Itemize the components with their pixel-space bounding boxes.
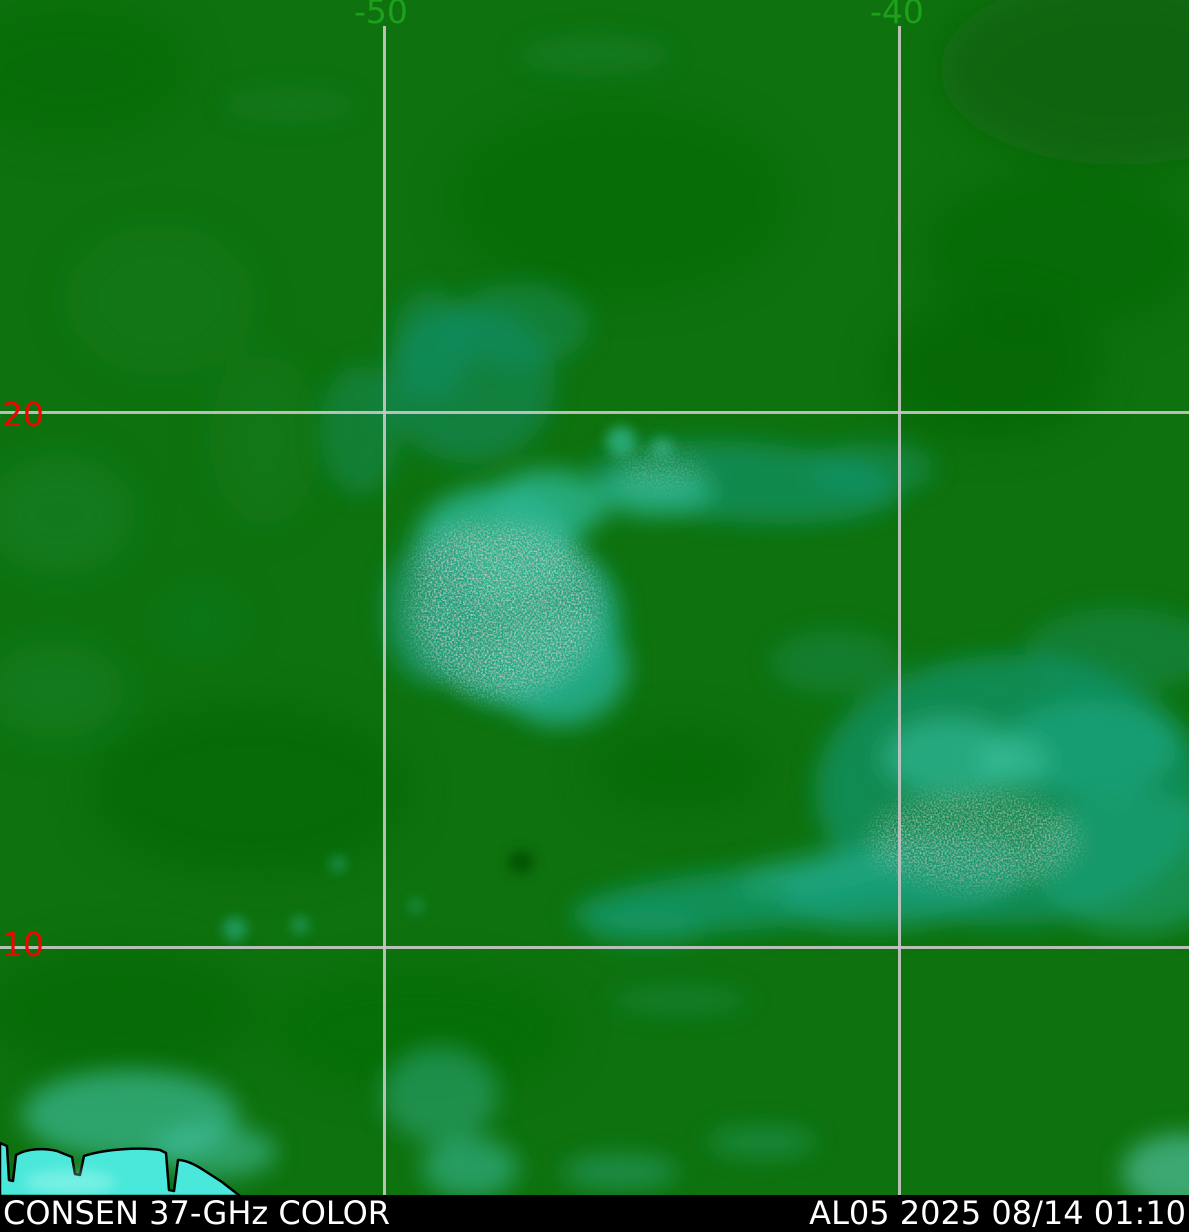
product-label: CONSEN 37-GHz COLOR	[3, 1194, 391, 1232]
satellite-imagery-37ghz	[0, 0, 1189, 1195]
lon-label-minus-50: -50	[354, 0, 408, 31]
status-bar: CONSEN 37-GHz COLOR AL05 2025 08/14 01:1…	[0, 1195, 1189, 1232]
gridline-lon-minus-40	[898, 26, 901, 1195]
storm-time-label: AL05 2025 08/14 01:10	[809, 1194, 1186, 1232]
gridline-lon-minus-50	[383, 26, 386, 1195]
gridline-lat-20	[0, 411, 1189, 414]
lat-label-10: 10	[2, 925, 44, 964]
gridline-lat-10	[0, 946, 1189, 949]
satellite-map: -50 -40 20 10	[0, 0, 1189, 1195]
lon-label-minus-40: -40	[870, 0, 924, 31]
coastline-land	[0, 1141, 241, 1195]
lat-label-20: 20	[2, 395, 44, 434]
